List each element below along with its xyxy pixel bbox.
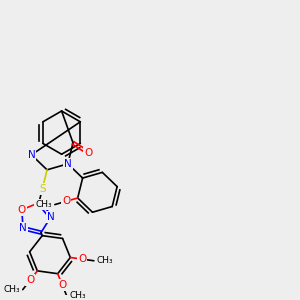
Text: CH₃: CH₃ — [35, 200, 52, 209]
Text: N: N — [28, 150, 35, 160]
Text: N: N — [19, 223, 27, 233]
Text: O: O — [26, 275, 34, 285]
Text: O: O — [58, 280, 66, 290]
Text: O: O — [62, 196, 70, 206]
Text: CH₃: CH₃ — [70, 291, 86, 300]
Text: O: O — [84, 148, 92, 158]
Text: N: N — [47, 212, 55, 222]
Text: N: N — [64, 159, 72, 169]
Text: O: O — [78, 254, 86, 264]
Text: S: S — [39, 184, 46, 194]
Text: CH₃: CH₃ — [3, 285, 20, 294]
Text: CH₃: CH₃ — [97, 256, 113, 265]
Text: O: O — [18, 205, 26, 215]
